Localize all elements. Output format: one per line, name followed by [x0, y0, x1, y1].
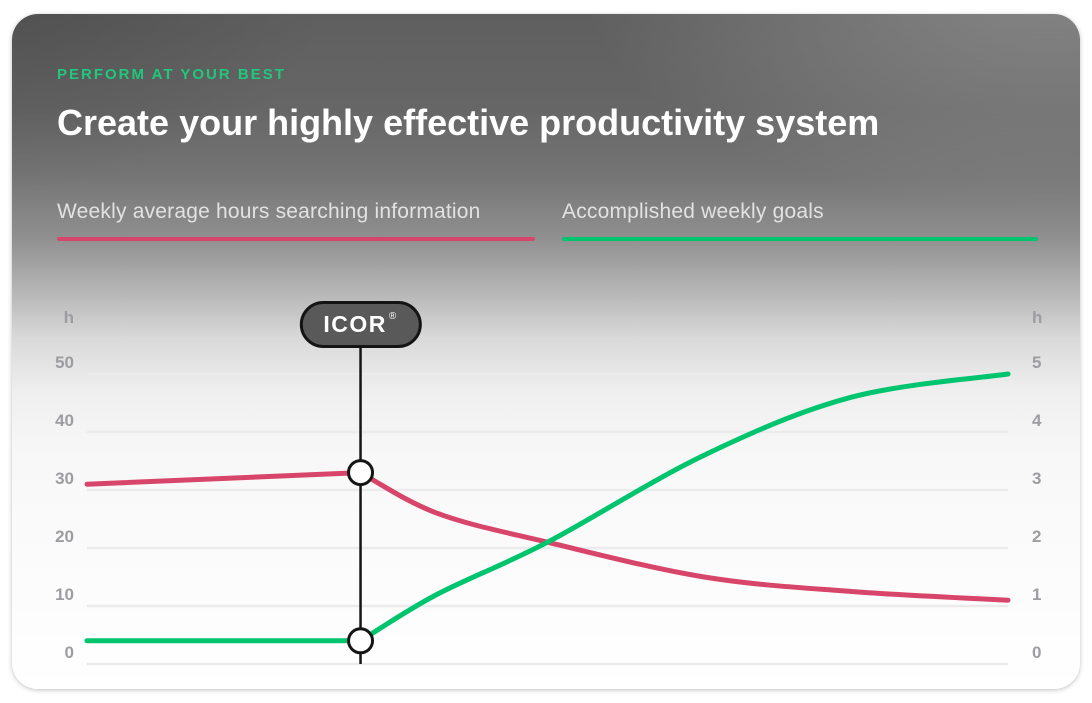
right-axis-tick-5: 5: [1032, 353, 1042, 372]
right-axis-tick-3: 3: [1032, 469, 1042, 488]
legend-label-searching: Weekly average hours searching informati…: [57, 200, 481, 223]
series-line-goals: [84, 371, 1011, 644]
left-axis-tick-20: 20: [55, 527, 74, 546]
series-line-searching: [84, 470, 1011, 603]
legend-label-goals: Accomplished weekly goals: [562, 200, 824, 223]
legend-item-searching: Weekly average hours searching informati…: [57, 200, 535, 241]
right-axis-unit: h: [1032, 308, 1043, 327]
eyebrow-text: PERFORM AT YOUR BEST: [57, 66, 286, 83]
left-axis-unit: h: [63, 308, 74, 327]
right-axis-tick-0: 0: [1032, 643, 1042, 662]
left-axis-tick-50: 50: [55, 353, 74, 372]
left-axis-tick-40: 40: [55, 411, 74, 430]
legend-underline-goals: [562, 237, 1038, 241]
icor-marker-point-0: [347, 459, 375, 487]
right-axis-tick-1: 1: [1032, 585, 1042, 604]
registered-trademark-icon: ®: [388, 311, 398, 322]
legend-underline-searching: [57, 237, 535, 241]
legend-item-goals: Accomplished weekly goals: [562, 200, 1038, 241]
right-axis-tick-2: 2: [1032, 527, 1042, 546]
left-axis-tick-10: 10: [55, 585, 74, 604]
left-axis-tick-30: 30: [55, 469, 74, 488]
icor-badge: ICOR ®: [299, 301, 422, 348]
infographic-card: PERFORM AT YOUR BEST Create your highly …: [12, 14, 1080, 689]
right-axis-tick-4: 4: [1032, 411, 1042, 430]
left-axis-tick-0: 0: [64, 643, 74, 662]
icor-marker-point-1: [347, 627, 375, 655]
icor-badge-label: ICOR: [323, 311, 387, 337]
chart-canvas: [84, 344, 1011, 666]
page-title: Create your highly effective productivit…: [57, 102, 880, 143]
